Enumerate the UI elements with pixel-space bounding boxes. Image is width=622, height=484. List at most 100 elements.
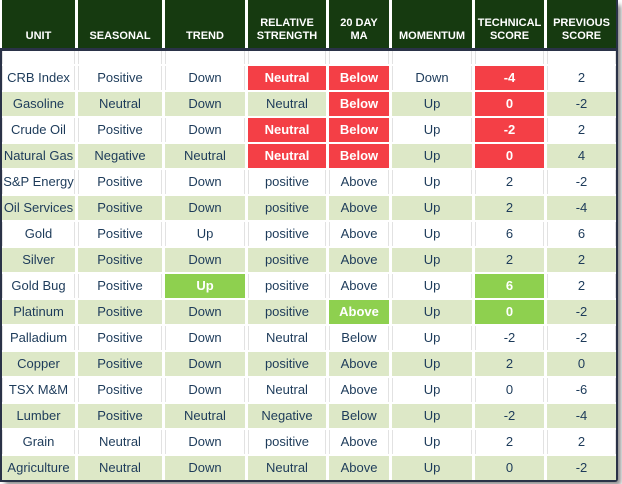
table-row: Oil Services Positive Down positive Abov… [2, 196, 616, 220]
column-header-momentum: MOMENTUM [392, 0, 472, 48]
technical-score-cell: 0 [475, 144, 544, 168]
momentum-cell: Down [392, 66, 472, 90]
20-day-ma-cell: Below [329, 326, 389, 350]
technical-score-cell: 2 [475, 170, 544, 194]
trend-cell: Down [165, 300, 245, 324]
column-header-relative-strength: RELATIVE STRENGTH [248, 0, 326, 48]
trend-cell: Down [165, 352, 245, 376]
column-header-20-day-ma: 20 DAY MA [329, 0, 389, 48]
unit-cell: Gasoline [2, 92, 75, 116]
table-row: Agriculture Neutral Down Neutral Above U… [2, 456, 616, 480]
trend-cell: Down [165, 118, 245, 142]
momentum-cell: Up [392, 352, 472, 376]
unit-cell: Platinum [2, 300, 75, 324]
relative-strength-cell: Neutral [248, 378, 326, 402]
unit-cell: TSX M&M [2, 378, 75, 402]
momentum-cell: Up [392, 196, 472, 220]
technical-score-cell: 6 [475, 274, 544, 298]
20-day-ma-cell: Above [329, 378, 389, 402]
table-row: Natural Gas Negative Neutral Neutral Bel… [2, 144, 616, 168]
relative-strength-cell: Neutral [248, 326, 326, 350]
table-row: Copper Positive Down positive Above Up 2… [2, 352, 616, 376]
previous-score-cell: 2 [547, 430, 616, 454]
trend-cell: Down [165, 92, 245, 116]
seasonal-cell: Positive [78, 248, 162, 272]
table-row: TSX M&M Positive Down Neutral Above Up 0… [2, 378, 616, 402]
seasonal-cell: Positive [78, 326, 162, 350]
technical-score-cell: 2 [475, 352, 544, 376]
trend-cell: Neutral [165, 144, 245, 168]
momentum-cell: Up [392, 248, 472, 272]
unit-cell: S&P Energy [2, 170, 75, 194]
unit-cell: Agriculture [2, 456, 75, 480]
momentum-cell: Up [392, 274, 472, 298]
technical-score-cell: 0 [475, 456, 544, 480]
previous-score-cell: -6 [547, 378, 616, 402]
20-day-ma-cell: Above [329, 248, 389, 272]
trend-cell: Down [165, 456, 245, 480]
previous-score-cell: 0 [547, 352, 616, 376]
previous-score-cell: -2 [547, 92, 616, 116]
momentum-cell: Up [392, 118, 472, 142]
unit-cell: Lumber [2, 404, 75, 428]
technical-score-cell: 0 [475, 378, 544, 402]
seasonal-cell: Neutral [78, 456, 162, 480]
20-day-ma-cell: Above [329, 352, 389, 376]
table-row: Grain Neutral Down positive Above Up 2 2 [2, 430, 616, 454]
previous-score-cell: 2 [547, 66, 616, 90]
20-day-ma-cell: Above [329, 274, 389, 298]
unit-cell: Natural Gas [2, 144, 75, 168]
previous-score-cell: 4 [547, 144, 616, 168]
trend-cell: Up [165, 222, 245, 246]
previous-score-cell: -4 [547, 196, 616, 220]
trend-cell: Neutral [165, 404, 245, 428]
table-row: CRB Index Positive Down Neutral Below Do… [2, 66, 616, 90]
momentum-cell: Up [392, 300, 472, 324]
relative-strength-cell: positive [248, 352, 326, 376]
relative-strength-cell: positive [248, 300, 326, 324]
technical-score-cell: 0 [475, 300, 544, 324]
technical-score-cell: -2 [475, 118, 544, 142]
technical-score-cell: 6 [475, 222, 544, 246]
momentum-cell: Up [392, 144, 472, 168]
column-header-technical-score: TECHNICAL SCORE [475, 0, 544, 48]
seasonal-cell: Neutral [78, 92, 162, 116]
trend-cell: Up [165, 274, 245, 298]
20-day-ma-cell: Below [329, 144, 389, 168]
trend-cell: Down [165, 66, 245, 90]
previous-score-cell: 2 [547, 248, 616, 272]
table-row: S&P Energy Positive Down positive Above … [2, 170, 616, 194]
table-row: Gasoline Neutral Down Neutral Below Up 0… [2, 92, 616, 116]
relative-strength-cell: Neutral [248, 92, 326, 116]
relative-strength-cell: positive [248, 274, 326, 298]
relative-strength-cell: Neutral [248, 66, 326, 90]
20-day-ma-cell: Above [329, 170, 389, 194]
relative-strength-cell: positive [248, 170, 326, 194]
seasonal-cell: Positive [78, 222, 162, 246]
unit-cell: Oil Services [2, 196, 75, 220]
trend-cell: Down [165, 378, 245, 402]
column-header-trend: TREND [165, 0, 245, 48]
seasonal-cell: Positive [78, 404, 162, 428]
technical-score-cell: 0 [475, 92, 544, 116]
previous-score-cell: -2 [547, 456, 616, 480]
20-day-ma-cell: Above [329, 430, 389, 454]
seasonal-cell: Positive [78, 352, 162, 376]
table-row: Palladium Positive Down Neutral Below Up… [2, 326, 616, 350]
relative-strength-cell: Neutral [248, 118, 326, 142]
technical-score-cell: -2 [475, 326, 544, 350]
trend-cell: Down [165, 170, 245, 194]
seasonal-cell: Positive [78, 118, 162, 142]
unit-cell: Gold Bug [2, 274, 75, 298]
previous-score-cell: -2 [547, 326, 616, 350]
table-left-border [0, 48, 2, 480]
trend-cell: Down [165, 326, 245, 350]
seasonal-cell: Positive [78, 274, 162, 298]
20-day-ma-cell: Above [329, 456, 389, 480]
momentum-cell: Up [392, 92, 472, 116]
spacer-row [2, 51, 616, 64]
trend-cell: Down [165, 248, 245, 272]
20-day-ma-cell: Below [329, 66, 389, 90]
column-header-unit: UNIT [2, 0, 75, 48]
